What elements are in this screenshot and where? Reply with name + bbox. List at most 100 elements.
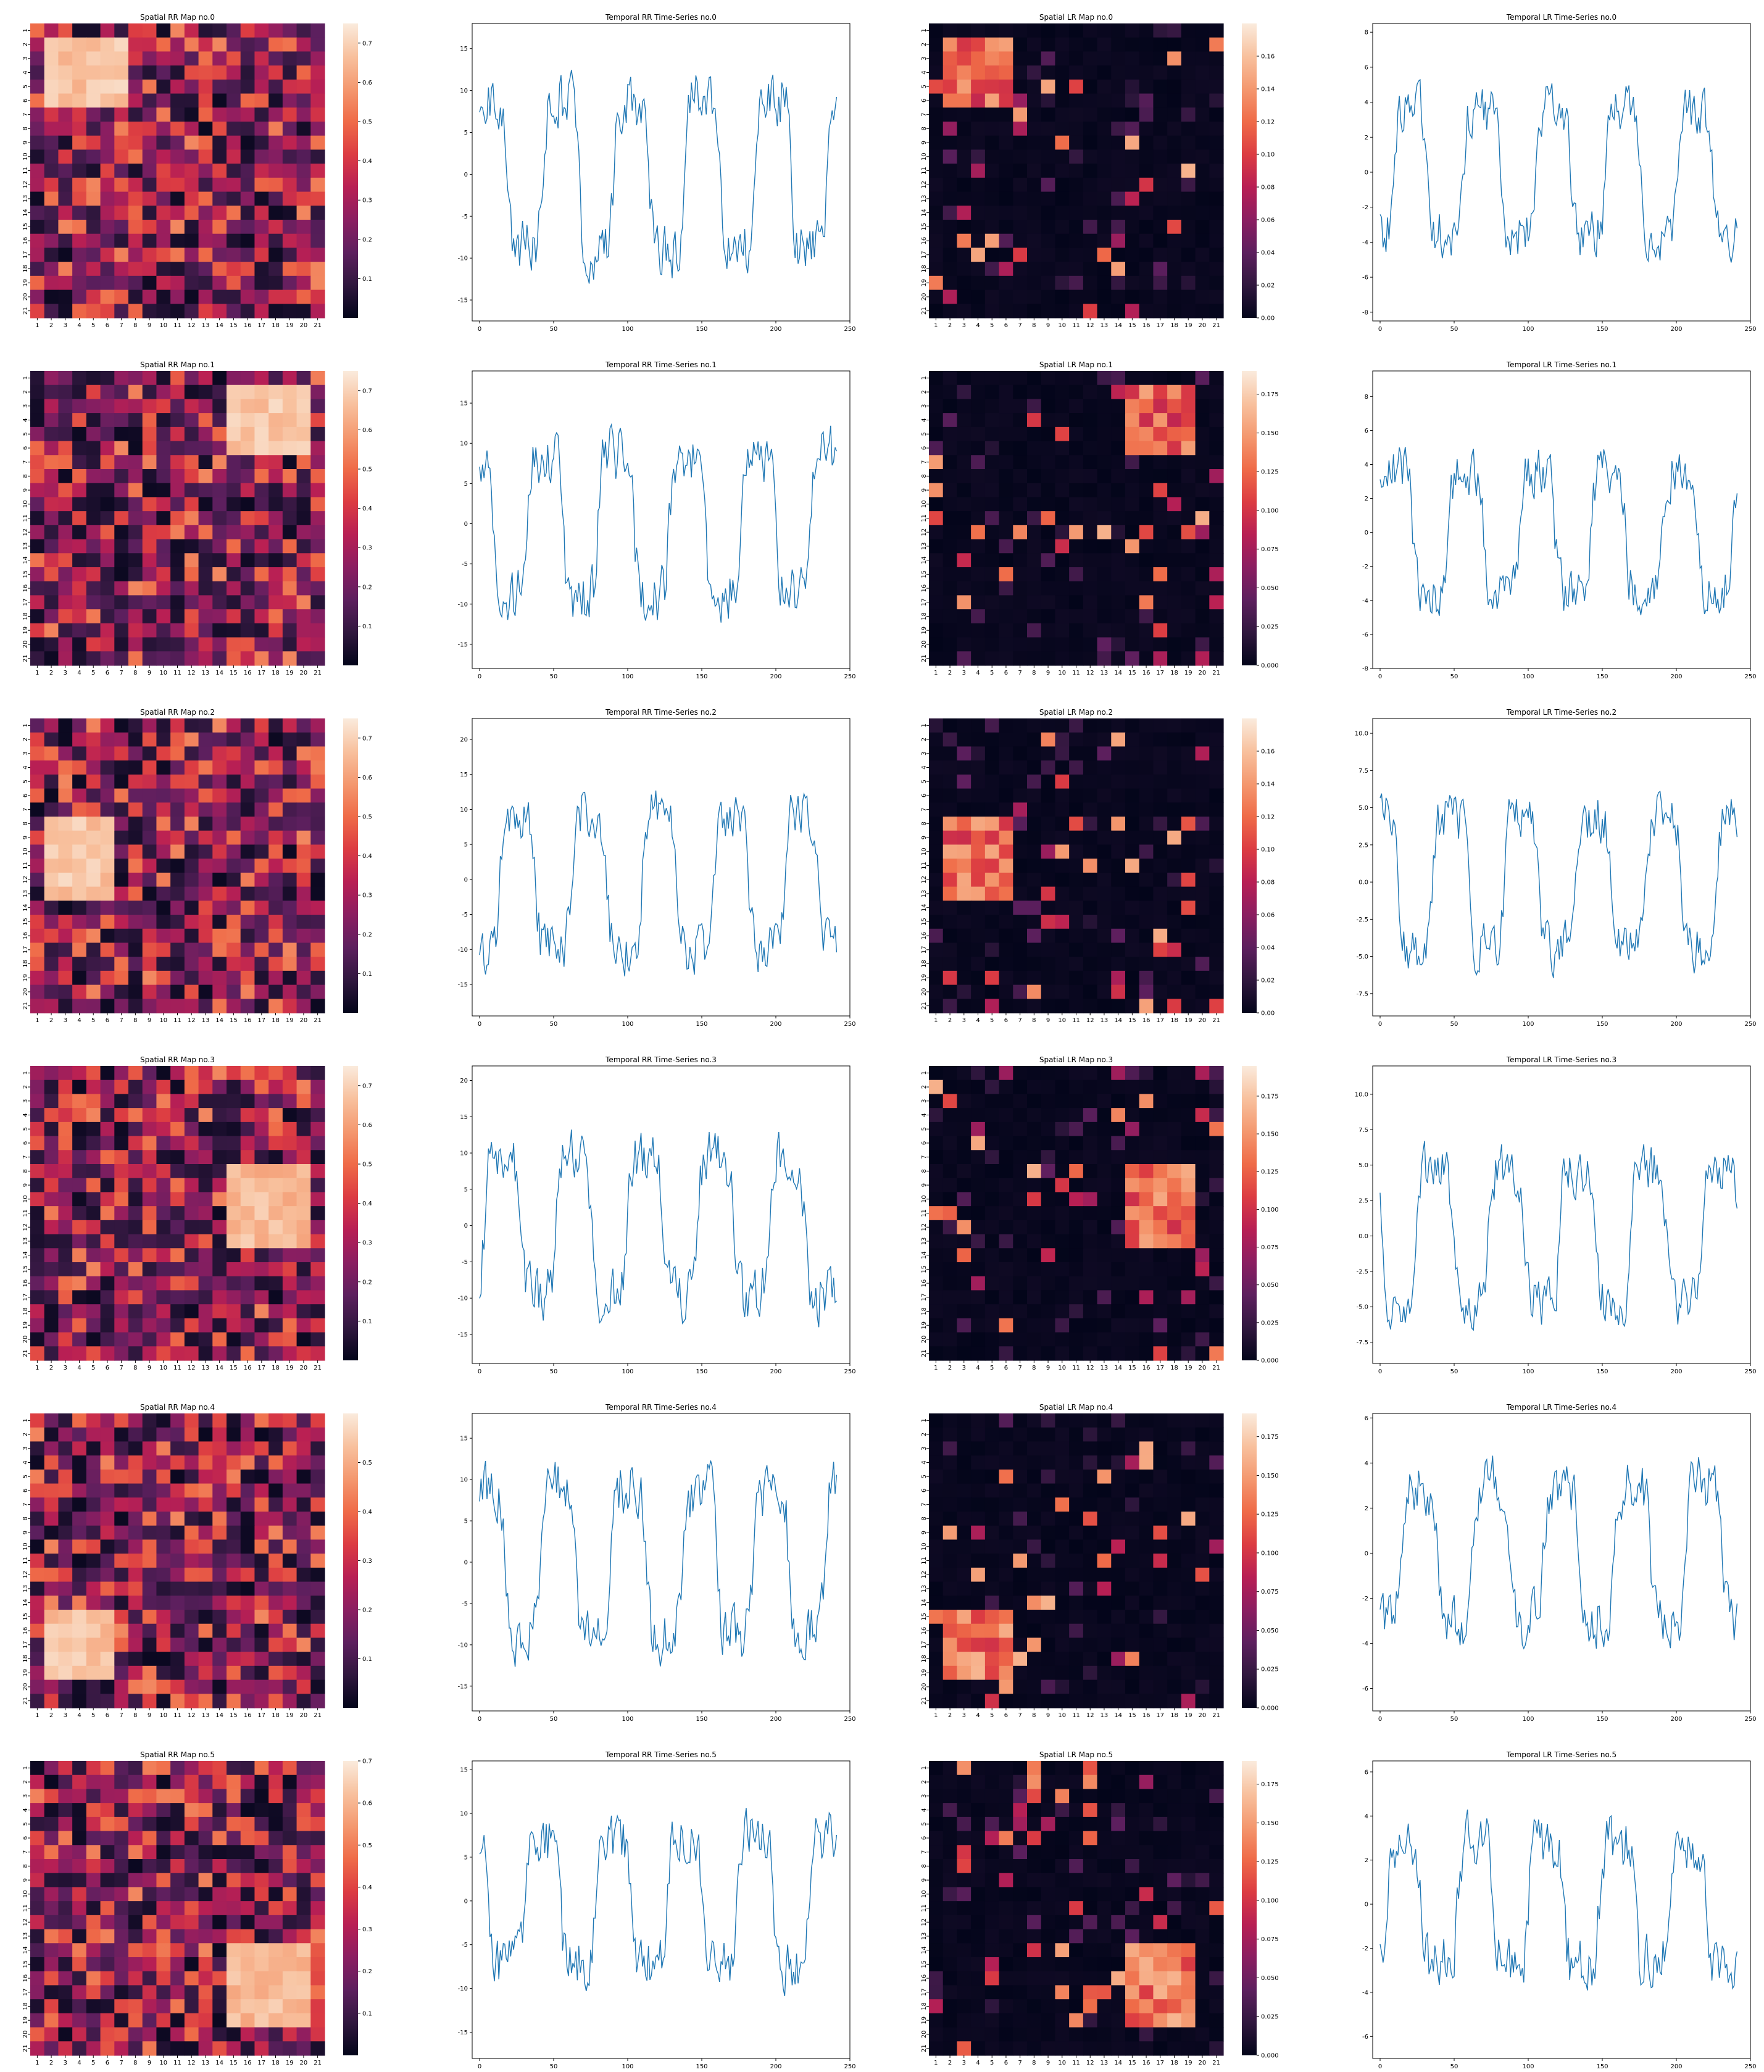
- x-tick-label: 7: [1018, 322, 1021, 329]
- y-tick-label: 15: [22, 1265, 29, 1273]
- heatmap-cell: [1167, 1136, 1182, 1150]
- heatmap-cell: [942, 595, 958, 610]
- heatmap-cell: [1041, 1332, 1056, 1347]
- heatmap-cell: [1055, 107, 1070, 122]
- heatmap-cell: [100, 872, 115, 888]
- heatmap-cell: [1111, 788, 1126, 803]
- x-tick-label: 250: [1744, 326, 1756, 333]
- heatmap-cell: [114, 802, 129, 817]
- y-tick-label: 15: [921, 918, 928, 926]
- heatmap-cell: [1125, 788, 1140, 803]
- heatmap-cell: [100, 177, 115, 193]
- heatmap-cell: [128, 441, 143, 456]
- heatmap-cell: [1181, 164, 1196, 178]
- heatmap-cell: [1013, 371, 1028, 386]
- heatmap-cell: [929, 999, 944, 1013]
- heatmap-cell: [1139, 830, 1154, 846]
- heatmap-cell: [1041, 191, 1056, 206]
- heatmap-cell: [296, 122, 311, 136]
- heatmap-cell: [1027, 623, 1042, 638]
- y-tick-label: -2: [1362, 204, 1368, 211]
- heatmap-cell: [1111, 1080, 1126, 1095]
- heatmap-cell: [1153, 371, 1168, 386]
- x-tick-label: 2: [49, 670, 53, 676]
- heatmap-cell: [254, 553, 269, 568]
- colorbar-tick-label: 0.2: [362, 584, 372, 591]
- heatmap-cell: [1125, 206, 1140, 220]
- heatmap-cell: [100, 999, 115, 1013]
- colorbar-tick-label: 0.14: [1261, 86, 1275, 93]
- heatmap-cell: [254, 262, 269, 277]
- x-tick-label: 17: [1156, 670, 1164, 676]
- heatmap-cell: [1181, 23, 1196, 38]
- y-tick-label: 3: [22, 57, 29, 60]
- heatmap-cell: [1153, 1262, 1168, 1277]
- heatmap-cell: [198, 1346, 213, 1361]
- heatmap-cell: [1139, 732, 1154, 747]
- heatmap-cell: [282, 1441, 297, 1456]
- y-tick-label: 15: [22, 223, 29, 231]
- heatmap-cell: [1055, 957, 1070, 972]
- heatmap-cell: [957, 1332, 971, 1347]
- heatmap-cell: [1111, 1276, 1126, 1291]
- heatmap-cell: [1097, 1318, 1112, 1333]
- y-tick-label: 5: [921, 432, 928, 436]
- heatmap-cell: [198, 1581, 213, 1596]
- heatmap-cell: [999, 970, 1013, 986]
- heatmap-cell: [1153, 651, 1168, 666]
- heatmap-cell: [1181, 1206, 1196, 1221]
- heatmap-cell: [1195, 275, 1210, 291]
- heatmap-cell: [212, 1497, 227, 1512]
- heatmap-cell: [30, 1276, 45, 1291]
- x-tick-label: 1: [934, 322, 938, 329]
- y-tick-label: 1: [22, 723, 29, 727]
- heatmap-cell: [114, 1318, 129, 1333]
- heatmap-cell: [1125, 1108, 1140, 1123]
- line-panel-7: Temporal LR Time-Series no.10 50 100 150 200…: [1362, 360, 1757, 680]
- heatmap-cell: [268, 1652, 283, 1666]
- heatmap-cell: [212, 1248, 227, 1263]
- heatmap-cell: [1013, 1066, 1028, 1081]
- heatmap-cell: [72, 1610, 87, 1625]
- heatmap-cell: [240, 1121, 256, 1137]
- heatmap-cell: [1083, 999, 1098, 1013]
- heatmap-cell: [198, 957, 213, 972]
- heatmap-cell: [58, 164, 73, 178]
- y-tick-label: 19: [22, 626, 29, 634]
- heatmap-cell: [30, 1290, 45, 1305]
- heatmap-cell: [984, 844, 1000, 859]
- x-tick-label: 150: [1596, 1021, 1608, 1028]
- heatmap-cell: [1041, 149, 1056, 164]
- heatmap-cell: [1153, 233, 1168, 249]
- x-tick-label: 100: [622, 673, 633, 680]
- heatmap-cell: [1167, 1121, 1182, 1137]
- heatmap-cell: [1097, 399, 1112, 414]
- heatmap-cell: [984, 774, 1000, 789]
- heatmap-cell: [268, 220, 283, 235]
- heatmap-cell: [957, 651, 971, 666]
- heatmap-cell: [984, 1178, 1000, 1193]
- heatmap-cell: [30, 164, 45, 178]
- x-tick-label: 3: [962, 322, 966, 329]
- heatmap-cell: [170, 886, 185, 901]
- heatmap-cell: [268, 1623, 283, 1639]
- heatmap-cell: [86, 483, 101, 498]
- heatmap-cell: [1055, 1108, 1070, 1123]
- heatmap-cell: [170, 928, 185, 944]
- heatmap-cell: [240, 122, 256, 136]
- heatmap-cell: [999, 1234, 1013, 1249]
- heatmap-cell: [929, 928, 944, 944]
- heatmap-cell: [971, 262, 986, 277]
- heatmap-cell: [58, 1108, 73, 1123]
- colorbar-tick-label: 0.6: [362, 80, 372, 86]
- heatmap-cell: [86, 746, 101, 761]
- heatmap-cell: [114, 1136, 129, 1150]
- y-tick-label: 1: [921, 376, 928, 380]
- heatmap-cell: [114, 1455, 129, 1470]
- heatmap-cell: [128, 928, 143, 944]
- heatmap-cell: [957, 872, 971, 888]
- x-tick-label: 2: [49, 1017, 53, 1024]
- heatmap-cell: [1055, 942, 1070, 957]
- heatmap-cell: [227, 928, 241, 944]
- y-tick-label: 19: [921, 279, 928, 287]
